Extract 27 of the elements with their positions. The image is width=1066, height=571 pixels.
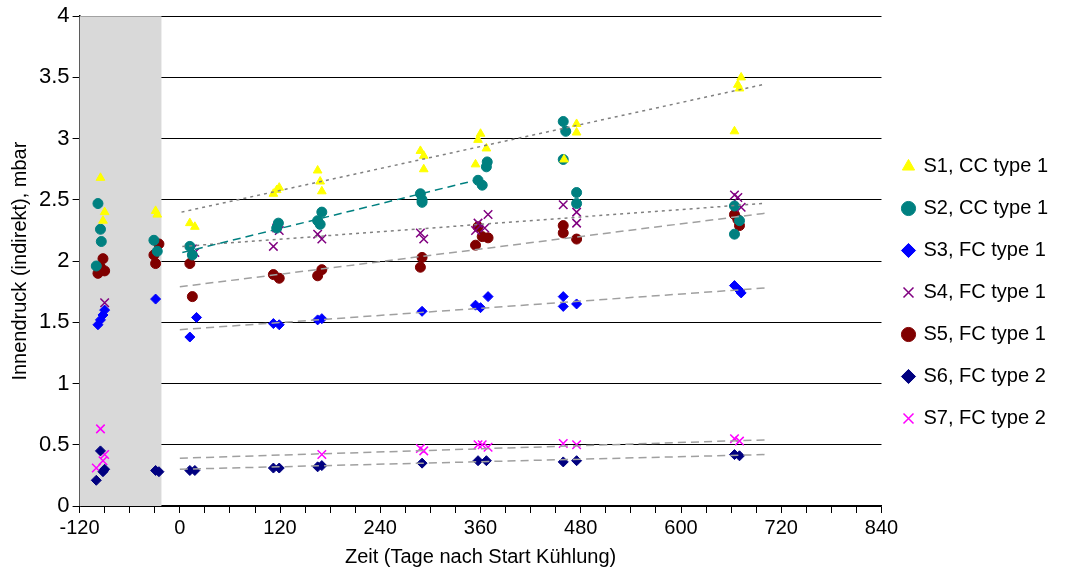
y-tick-label: 1.5 xyxy=(38,308,70,334)
y-tick-label: 0 xyxy=(57,492,70,518)
y-tick-label: 3.5 xyxy=(38,63,70,89)
legend-label: S3, FC type 1 xyxy=(923,238,1046,261)
y-tick-label: 3 xyxy=(57,124,70,150)
y-axis-title: Innendruck (indirekt), mbar xyxy=(7,141,30,381)
x-tick-label: 240 xyxy=(363,515,397,538)
y-tick-label: 2 xyxy=(57,247,70,273)
x-tick-label: 600 xyxy=(664,515,698,538)
legend-label: S4, FC type 1 xyxy=(923,280,1046,303)
x-tick-label: 120 xyxy=(263,515,297,538)
x-tick-label: 720 xyxy=(764,515,798,538)
y-tick-label: 4 xyxy=(57,2,70,28)
x-tick-label: 480 xyxy=(564,515,598,538)
legend-label: S6, FC type 2 xyxy=(923,364,1046,387)
y-tick-label: 1 xyxy=(57,369,70,395)
y-tick-label: 0.5 xyxy=(38,430,70,456)
x-tick-label: -120 xyxy=(59,515,100,538)
legend-label: S7, FC type 2 xyxy=(923,406,1046,429)
x-tick-label: 360 xyxy=(463,515,498,538)
legend-label: S2, CC type 1 xyxy=(923,196,1049,219)
x-axis-title: Zeit (Tage nach Start Kühlung) xyxy=(344,544,617,567)
legend-label: S5, FC type 1 xyxy=(923,322,1046,345)
legend-label: S1, CC type 1 xyxy=(923,154,1049,177)
x-tick-label: 0 xyxy=(174,515,186,538)
y-tick-label: 2.5 xyxy=(38,185,70,211)
x-tick-label: 840 xyxy=(864,515,899,538)
